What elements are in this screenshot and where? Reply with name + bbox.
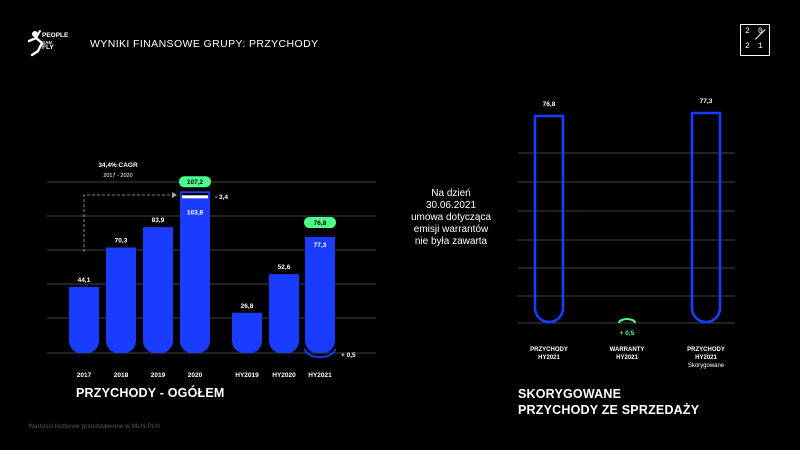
right-bar-value-label: 76,8	[543, 101, 556, 108]
right-x-tick-label: HY2021	[695, 355, 717, 361]
right-x-tick-label: HY2021	[616, 355, 638, 361]
year-digit-4: 1	[758, 42, 763, 51]
company-logo: PEOPLE CAN FLY	[26, 25, 68, 61]
year-badge: 2 0 2 1	[740, 24, 770, 56]
left-bar	[305, 237, 335, 353]
x-tick-label: 2017	[77, 372, 92, 379]
left-bar	[180, 197, 210, 353]
reported-hy2021-badge	[304, 217, 336, 229]
bar-value-label: 44,1	[78, 277, 91, 284]
right-x-tick-label: PRZYCHODY	[530, 347, 568, 353]
logo-word-1: PEOPLE	[42, 32, 69, 39]
x-tick-label: HY2019	[235, 372, 259, 379]
left-bar	[106, 247, 136, 353]
right-bar-value-label: 77,3	[700, 98, 713, 105]
x-tick-label: 2018	[114, 372, 129, 379]
left-chart-title: PRZYCHODY - OGÓŁEM	[76, 386, 225, 400]
right-x-tick-label: WARRANTY	[610, 347, 645, 353]
right-bar-outline	[533, 114, 565, 324]
logo-word-3: FLY	[42, 43, 54, 51]
logo-figure-icon	[27, 30, 44, 57]
right-bar-outline	[690, 111, 722, 324]
year-digit-2: 0	[758, 27, 763, 36]
right-x-tick-label: PRZYCHODY	[687, 347, 725, 353]
footnote: Wartości liczbowe przedstawione w MLN PL…	[28, 423, 160, 430]
adjustment-2020-marker	[182, 195, 208, 199]
right-chart-title-line-2: PRZYCHODY ZE SPRZEDAŻY	[518, 403, 700, 417]
reported-2020-badge	[179, 176, 211, 188]
logo-word-2: CAN	[42, 39, 52, 45]
middle-note-line-5: nie była zawarta	[414, 236, 488, 247]
year-digit-1: 2	[745, 27, 750, 36]
bar-value-label: 83,9	[152, 217, 165, 224]
year-digit-3: 2	[745, 42, 750, 51]
right-x-tick-label: Skorygowane	[688, 363, 725, 369]
left-bar	[143, 227, 173, 353]
x-tick-label: HY2020	[272, 372, 296, 379]
cagr-arrow-head	[172, 192, 177, 198]
warrant-value-label: + 0,5	[620, 330, 635, 337]
x-tick-label: 2019	[151, 372, 166, 379]
middle-note-line-3: umowa dotycząca	[410, 212, 492, 223]
bar-value-label: 70,3	[115, 238, 128, 245]
middle-note-line-1: Na dzień	[431, 188, 471, 199]
left-bar	[69, 286, 99, 353]
reported-2020-label: 107,2	[187, 179, 204, 186]
bar-value-label: 77,3	[314, 242, 327, 249]
adjustment-hy2021-label: + 0,5	[341, 352, 356, 359]
adjustment-hy2021-outline	[304, 348, 336, 358]
right-chart-title: SKORYGOWANE PRZYCHODY ZE SPRZEDAŻY	[518, 386, 699, 418]
reported-hy2021-label: 76,8	[314, 220, 327, 227]
left-bar	[232, 312, 262, 353]
right-x-tick-label: HY2021	[538, 355, 560, 361]
bar-value-label: 52,6	[278, 264, 291, 271]
cagr-period: 2017 - 2020	[103, 173, 132, 179]
bar-value-label: 103,8	[187, 209, 204, 216]
left-bar	[269, 274, 299, 353]
middle-note: Na dzień 30.06.2021 umowa dotycząca emis…	[405, 188, 497, 248]
cagr-label: 34,4% CAGR	[98, 162, 138, 169]
bar-value-label: 26,8	[241, 303, 254, 310]
warrant-bar	[618, 318, 636, 324]
adjustment-2020-label: - 3,4	[215, 194, 228, 201]
right-chart-title-line-1: SKORYGOWANE	[518, 387, 622, 401]
middle-note-line-4: emisji warrantów	[413, 224, 489, 235]
cagr-arrow	[83, 194, 172, 252]
page-title: WYNIKI FINANSOWE GRUPY: PRZYCHODY	[90, 38, 319, 50]
x-tick-label: HY2021	[308, 372, 332, 379]
x-tick-label: 2020	[188, 372, 203, 379]
middle-note-line-2: 30.06.2021	[425, 200, 477, 211]
